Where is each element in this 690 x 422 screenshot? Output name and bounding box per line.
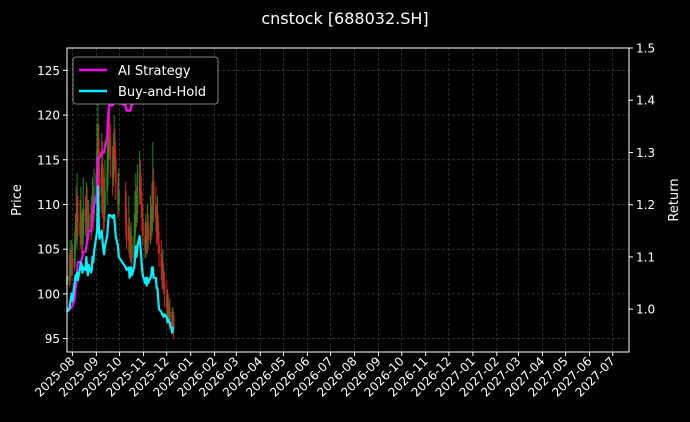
candle-body	[112, 155, 115, 178]
y2-tick-label: 1.3	[636, 146, 655, 160]
y2-tick-label: 1.2	[636, 198, 655, 212]
y2-tick-label: 1.5	[636, 42, 655, 56]
candle-body	[76, 213, 79, 223]
candle-body	[134, 222, 136, 236]
candle-body	[163, 284, 166, 294]
legend: AI Strategy Buy-and-Hold	[72, 56, 219, 105]
candle-body	[103, 191, 106, 214]
y-tick-label: 115	[37, 153, 60, 167]
candle-body	[71, 258, 74, 268]
candle-body	[158, 244, 160, 254]
candle-body	[157, 222, 160, 245]
candle-body	[152, 182, 155, 205]
candle-body	[131, 244, 133, 259]
candle-body	[86, 200, 88, 218]
y-tick-label: 100	[37, 287, 60, 301]
candle-body	[139, 173, 142, 192]
candle-body	[124, 191, 127, 223]
candle-body	[114, 141, 116, 160]
candle-body	[162, 271, 165, 285]
candle-body	[172, 316, 175, 330]
candle-body	[107, 146, 109, 174]
candle-body	[147, 226, 150, 241]
candle-body	[168, 311, 171, 321]
plot-frame	[66, 47, 630, 353]
y-tick-label: 105	[37, 243, 60, 257]
candle-body	[128, 226, 131, 245]
candle-body	[140, 191, 143, 205]
candle-body	[98, 177, 101, 196]
candle-body	[76, 213, 78, 241]
candle-body	[102, 186, 105, 205]
candle-body	[101, 164, 104, 187]
y-tick-label: 95	[45, 332, 60, 346]
candle-body	[117, 191, 120, 205]
y2-tick-label: 1.1	[636, 250, 655, 264]
y-tick-label: 120	[37, 109, 60, 123]
y-tick-label: 125	[37, 64, 60, 78]
y-tick-label: 110	[37, 198, 60, 212]
candle-body	[136, 195, 139, 214]
y2-axis-label: Return	[667, 178, 682, 221]
candle-body	[108, 124, 111, 138]
candle-body	[141, 204, 143, 218]
y2-tick-label: 1.4	[636, 94, 655, 108]
candle-body	[133, 235, 136, 259]
y-axis-label: Price	[10, 184, 25, 216]
candle-body	[125, 222, 128, 241]
candlesticks	[66, 97, 175, 339]
legend-box	[72, 56, 219, 105]
candle-body	[151, 208, 153, 232]
candle-body	[167, 302, 170, 312]
candle-body	[69, 262, 71, 281]
candle-body	[87, 213, 90, 232]
candle-body	[154, 204, 157, 218]
y2-tick-label: 1.0	[636, 303, 655, 317]
chart-title: cnstock [688032.SH]	[261, 9, 428, 28]
candle-body	[106, 173, 109, 192]
candle-body	[160, 253, 163, 268]
candle-body	[141, 217, 144, 236]
candle-body	[165, 293, 168, 308]
legend-label-ai-strategy: AI Strategy	[118, 64, 191, 79]
candle-body	[109, 137, 112, 160]
candle-body	[81, 235, 84, 245]
legend-label-buy-and-hold: Buy-and-Hold	[118, 85, 206, 100]
candle-body	[114, 159, 117, 183]
buy-and-hold-line	[66, 185, 175, 334]
candle-body	[82, 208, 85, 236]
candle-body	[73, 244, 76, 268]
